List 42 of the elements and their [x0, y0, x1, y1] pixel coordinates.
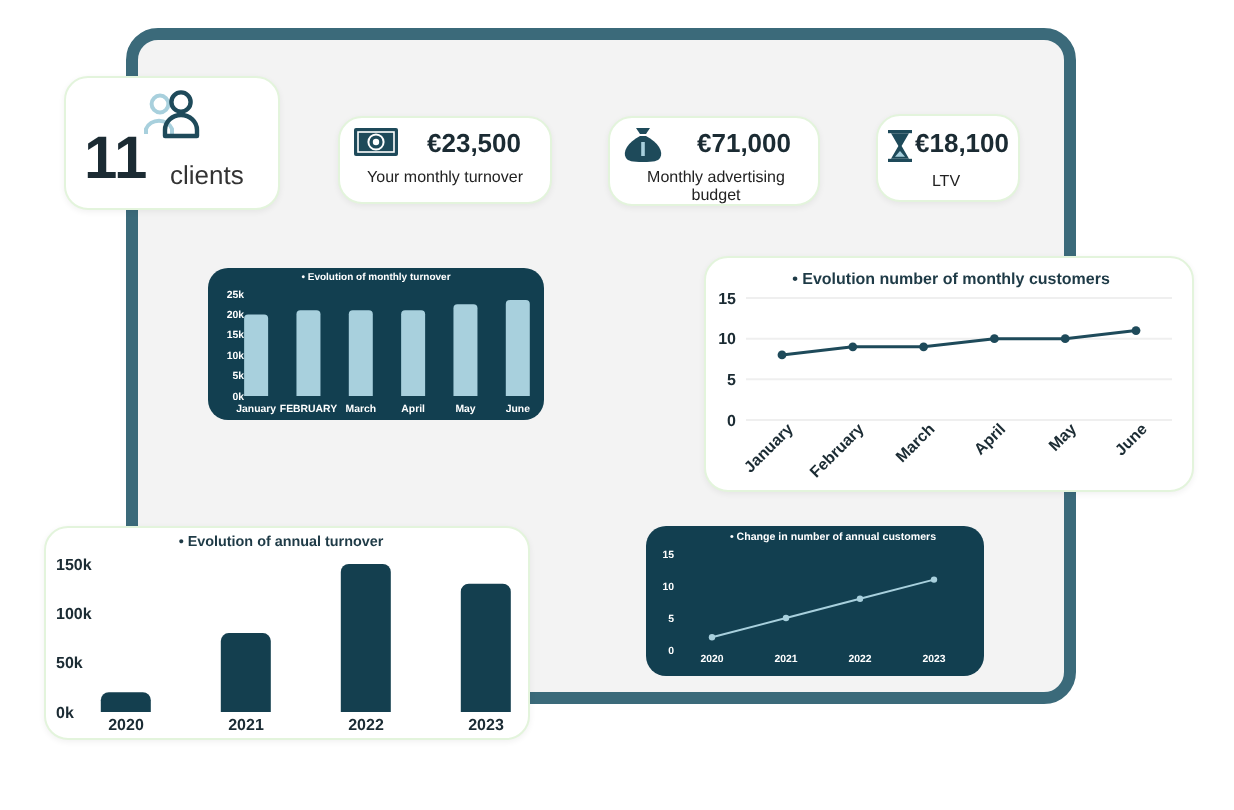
y-tick-label: 150k — [56, 555, 93, 574]
bar — [453, 304, 478, 396]
point — [777, 350, 787, 360]
point — [856, 595, 864, 602]
text: Your monthly turnover — [367, 168, 523, 186]
text: €71,000 — [697, 128, 791, 158]
x-tick-label: May — [1045, 419, 1081, 455]
y-tick-label: 100k — [56, 604, 93, 623]
bar — [348, 310, 373, 396]
x-tick-label: 2020 — [108, 716, 145, 734]
y-tick-label: 0 — [727, 411, 738, 430]
text: LTV — [931, 172, 961, 190]
point — [782, 614, 790, 622]
point — [848, 342, 858, 352]
bar — [244, 314, 269, 396]
text: 11 — [84, 126, 148, 192]
text: Monthly advertising budget — [647, 167, 785, 204]
y-tick-label: 50k — [56, 654, 84, 673]
chart-title: • Evolution number of monthly customers — [792, 270, 1110, 288]
x-tick-label: 2021 — [228, 716, 265, 734]
text: €23,500 — [427, 128, 521, 158]
point — [1060, 334, 1070, 344]
bar — [460, 583, 511, 712]
y-tick-label: 15 — [718, 289, 738, 308]
text: clients — [170, 160, 244, 190]
y-tick-label: 0k — [56, 703, 75, 722]
bar — [296, 310, 321, 396]
x-tick-label: 2023 — [468, 716, 505, 734]
point — [1131, 326, 1141, 335]
y-tick-label: 5 — [727, 370, 738, 389]
bar — [100, 692, 151, 712]
point — [930, 576, 938, 583]
x-tick-label: 2022 — [348, 716, 385, 734]
bar — [401, 310, 426, 396]
bar — [505, 300, 530, 396]
bar — [220, 633, 271, 712]
point — [919, 342, 928, 352]
y-tick-label: 10 — [718, 330, 738, 349]
bar — [340, 564, 391, 712]
point — [708, 634, 716, 641]
text: €18,100 — [915, 128, 1009, 158]
point — [990, 334, 999, 344]
